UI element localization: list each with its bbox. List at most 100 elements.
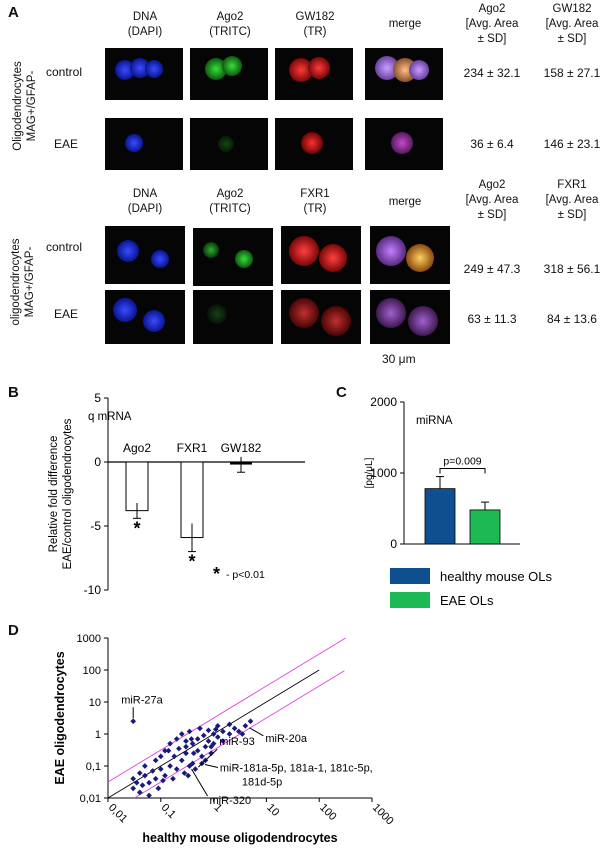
micrograph-dapi-control [105,226,185,284]
stain-header-line2: (TRITC) [209,203,251,215]
value-header: GW182 [Avg. Area ± SD] [522,2,616,47]
data-point [202,743,209,750]
x-axis-label: healthy mouse oligodendrocytes [142,831,337,845]
y-axis-label-line: EAE/control oligodendrocytes [62,418,74,569]
data-point [205,738,212,744]
stain-header: Ago2 (TRITC) [180,187,280,217]
legend-swatch [390,568,430,584]
stain-header: GW182 (TR) [265,10,365,40]
data-point [226,731,233,737]
data-point [178,757,185,764]
stain-header-line1: FXR1 [300,188,330,200]
data-point [146,792,152,799]
stain-header-line2: (TR) [303,203,327,215]
value-header: Ago2 [Avg. Area ± SD] [442,2,542,47]
chart-b: -10 -5 0 5 q mRNA Relative fold difference EAE… [48,391,305,597]
data-point [226,721,233,728]
y-tick-label: -10 [84,583,102,597]
value-header-line1: Ago2 [478,179,506,191]
y-tick-label: 100 [83,665,101,677]
micrograph-ago2-control [190,48,268,100]
point-annotation: miR-320 [210,795,252,807]
data-point [136,789,143,796]
y-tick-label: 0,01 [80,793,101,805]
value-fxr1-eae: 84 ± 13.6 [547,312,597,326]
y-tick-label: 10 [89,697,101,709]
point-annotation: miR-181a-5p, 181a-1, 181c-5p, [220,762,373,774]
stain-header-line2: (TRITC) [209,26,251,38]
value-header-line2: [Avg. Area [465,18,519,30]
value-header-line3: ± SD] [477,209,507,221]
value-header-line1: Ago2 [478,3,506,15]
data-point [142,772,148,779]
micrograph-ago2-eae [190,118,268,170]
data-point [173,736,180,742]
data-point [149,768,156,774]
stain-header-line2: (DAPI) [127,203,163,215]
data-point [197,725,203,732]
group-label-top: Oligodendrocytes MAG+/GFAP- [11,51,39,161]
value-header-line2: [Avg. Area [545,194,599,206]
y-axis-label: Relative fold difference EAE/control olig… [48,418,74,569]
data-point [183,738,189,744]
data-point [152,757,159,764]
data-point [167,763,173,769]
stain-header-line1: Ago2 [216,188,244,200]
point-annotation: 181d-5p [242,776,282,788]
data-point [205,727,212,734]
legend-label: healthy mouse OLs [440,569,553,584]
y-tick-label: 5 [94,391,101,405]
category-label: FXR1 [177,441,208,455]
value-header-line3: ± SD] [557,209,587,221]
annotation-arrow [249,727,264,737]
y-tick-label: 1000 [77,633,101,645]
y-tick-label: 1 [95,729,101,741]
micrograph-merge-control [365,48,443,100]
diagonal-line-lower [134,670,345,799]
x-tick-label: 0,1 [159,802,178,821]
stain-header: Ago2 (TRITC) [180,10,280,40]
row-label-eae: EAE [54,307,79,321]
value-gw182-control: 158 ± 27.1 [543,66,601,80]
stain-header-line2: (DAPI) [127,26,163,38]
stain-header-line2: (TR) [303,26,327,38]
value-header-line1: GW182 [552,3,592,15]
stain-header: merge [355,17,455,32]
value-fxr1-control: 318 ± 56.1 [543,262,601,276]
data-point [146,779,152,786]
data-point [183,743,189,750]
data-point [130,775,137,782]
data-point [210,731,217,737]
data-point [157,753,164,760]
significance-note: - p<0.01 [226,569,265,581]
annotation-arrow [197,748,218,768]
value-header-line2: [Avg. Area [545,18,599,30]
y-axis-label: EAE oligodendrocytes [53,651,67,784]
data-point [239,731,246,737]
bar [469,509,501,545]
stain-header-line1: merge [388,196,422,208]
micrograph-gw182-control [275,48,353,100]
stain-header: DNA (DAPI) [95,187,195,217]
panel-c-label: C [336,384,347,401]
value-header-line1: FXR1 [557,179,587,191]
micrograph-fxr1-control [281,226,361,284]
bar [424,488,456,545]
stain-header-line1: DNA [132,188,158,200]
data-point [152,775,159,782]
value-ago2-control: 249 ± 47.3 [463,262,521,276]
data-point [178,731,185,737]
significance-marker: * [133,518,140,538]
data-point [136,770,143,776]
panel-d-label: D [8,622,19,639]
row-label-control: control [46,240,83,254]
data-point [194,747,201,754]
annotation-arrow [191,768,208,797]
value-header-line3: ± SD] [477,33,507,45]
x-tick-label: 100 [317,802,338,823]
data-point [155,785,162,792]
data-point [139,782,146,789]
data-point [242,723,249,729]
micrograph-dapi-eae [105,290,185,344]
group-label-bottom: oligodendrocytes MAG+/GFAP- [9,223,37,341]
